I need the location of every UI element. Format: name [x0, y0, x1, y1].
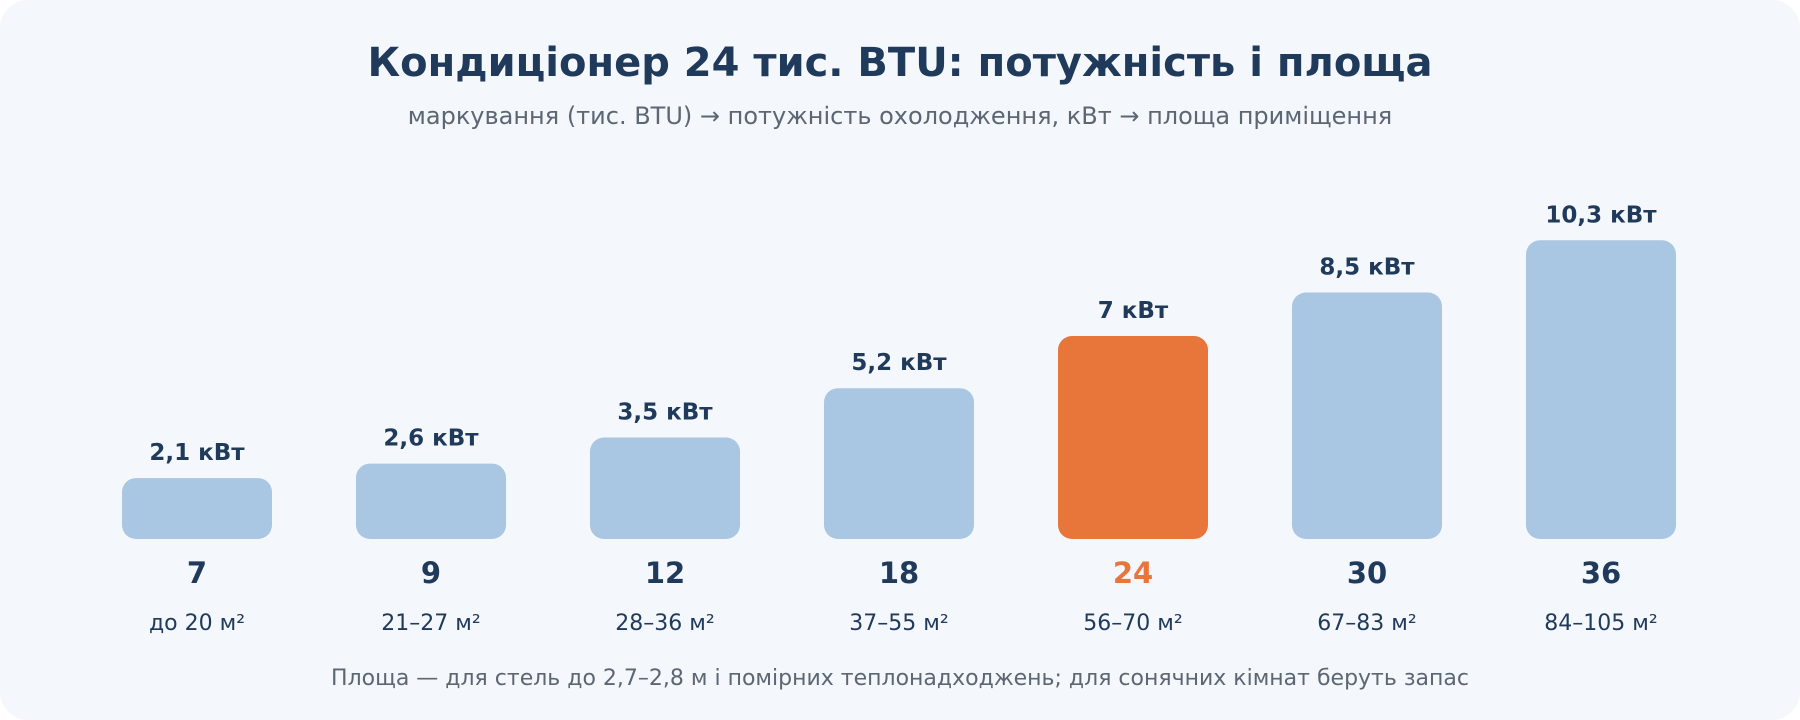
area-label-9: 21–27 м² [381, 611, 480, 636]
bar-12 [590, 437, 740, 539]
bar-24 [1058, 336, 1208, 539]
area-label-36: 84–105 м² [1544, 611, 1657, 636]
bar-30 [1292, 292, 1442, 539]
category-label-12: 12 [645, 556, 685, 590]
value-label-30: 8,5 кВт [1319, 255, 1415, 281]
category-label-24: 24 [1113, 556, 1153, 590]
bar-7 [122, 478, 272, 539]
bar-18 [824, 388, 974, 539]
chart-footnote: Площа — для стель до 2,7–2,8 м і помірни… [331, 666, 1469, 691]
value-label-24: 7 кВт [1098, 298, 1169, 324]
category-label-36: 36 [1581, 556, 1621, 590]
bar-36 [1526, 240, 1676, 540]
category-label-9: 9 [421, 556, 441, 590]
value-label-12: 3,5 кВт [617, 400, 713, 426]
category-label-30: 30 [1347, 556, 1387, 590]
category-label-18: 18 [879, 556, 919, 590]
area-label-30: 67–83 м² [1317, 611, 1416, 636]
value-label-9: 2,6 кВт [383, 426, 479, 452]
value-label-36: 10,3 кВт [1545, 202, 1657, 228]
value-label-7: 2,1 кВт [149, 440, 245, 466]
bar-9 [356, 463, 506, 539]
area-label-18: 37–55 м² [849, 611, 948, 636]
chart-title: Кондиціонер 24 тис. BTU: потужність і пл… [367, 40, 1433, 86]
area-label-12: 28–36 м² [615, 611, 714, 636]
area-label-7: до 20 м² [149, 611, 245, 636]
value-label-18: 5,2 кВт [851, 350, 947, 376]
category-label-7: 7 [187, 556, 207, 590]
area-label-24: 56–70 м² [1083, 611, 1182, 636]
chart-subtitle: маркування (тис. BTU) → потужність охоло… [407, 102, 1393, 130]
